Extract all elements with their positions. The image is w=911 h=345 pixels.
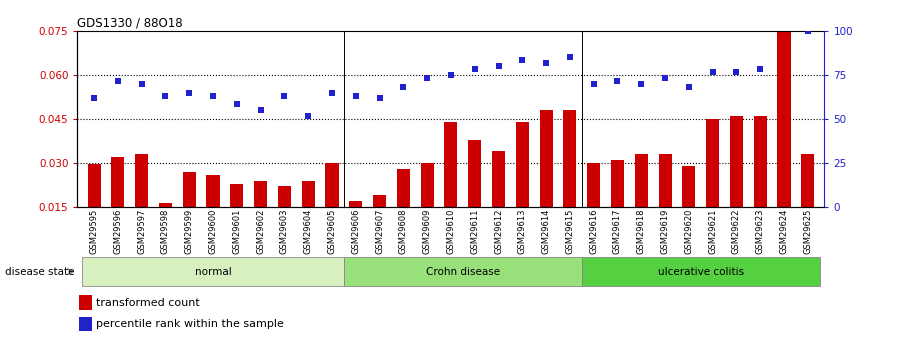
Point: [230, 101, 244, 107]
Bar: [706, 119, 719, 207]
Text: normal: normal: [195, 267, 231, 277]
Bar: [611, 160, 624, 207]
Point: [373, 96, 387, 101]
Point: [444, 72, 458, 78]
Point: [587, 81, 601, 87]
Text: percentile rank within the sample: percentile rank within the sample: [96, 319, 283, 329]
Bar: [183, 172, 196, 207]
Bar: [254, 181, 267, 207]
Point: [182, 90, 197, 95]
Bar: [325, 163, 339, 207]
Point: [705, 69, 720, 75]
Text: GDS1330 / 88O18: GDS1330 / 88O18: [77, 17, 183, 30]
Point: [801, 28, 815, 34]
Bar: [421, 163, 434, 207]
Bar: [563, 110, 577, 207]
Point: [420, 75, 435, 81]
Point: [752, 66, 767, 72]
Bar: [802, 154, 814, 207]
Bar: [349, 201, 363, 207]
Bar: [373, 195, 386, 207]
Point: [277, 93, 292, 98]
Point: [729, 69, 743, 75]
FancyBboxPatch shape: [343, 257, 582, 286]
Bar: [278, 186, 291, 207]
Point: [396, 84, 411, 89]
Point: [324, 90, 339, 95]
Point: [538, 61, 553, 66]
Bar: [539, 110, 553, 207]
Text: transformed count: transformed count: [96, 298, 200, 308]
Bar: [302, 181, 314, 207]
Point: [135, 81, 149, 87]
Point: [159, 93, 173, 98]
Point: [515, 58, 529, 63]
Point: [349, 93, 363, 98]
Bar: [753, 116, 767, 207]
Bar: [468, 139, 481, 207]
Point: [491, 63, 506, 69]
Bar: [445, 122, 457, 207]
Point: [87, 96, 101, 101]
Bar: [230, 184, 243, 207]
Point: [253, 108, 268, 113]
Bar: [79, 295, 92, 310]
Text: Crohn disease: Crohn disease: [425, 267, 500, 277]
Bar: [659, 154, 671, 207]
Bar: [588, 163, 600, 207]
Point: [301, 113, 315, 119]
Bar: [635, 154, 648, 207]
Text: ulcerative colitis: ulcerative colitis: [658, 267, 743, 277]
Point: [681, 84, 696, 89]
FancyBboxPatch shape: [582, 257, 820, 286]
Bar: [207, 175, 220, 207]
FancyBboxPatch shape: [82, 257, 343, 286]
Point: [658, 75, 672, 81]
Bar: [777, 31, 791, 207]
Bar: [111, 157, 125, 207]
Point: [467, 66, 482, 72]
Point: [563, 55, 578, 60]
Text: disease state: disease state: [5, 267, 74, 277]
Bar: [135, 154, 148, 207]
Bar: [730, 116, 743, 207]
Point: [634, 81, 649, 87]
Bar: [397, 169, 410, 207]
Bar: [682, 166, 695, 207]
Bar: [159, 203, 172, 207]
Bar: [79, 317, 92, 331]
Point: [206, 93, 220, 98]
Bar: [516, 122, 529, 207]
Point: [110, 78, 125, 83]
Bar: [492, 151, 505, 207]
Point: [777, 8, 792, 13]
Bar: [87, 165, 100, 207]
Point: [610, 78, 625, 83]
